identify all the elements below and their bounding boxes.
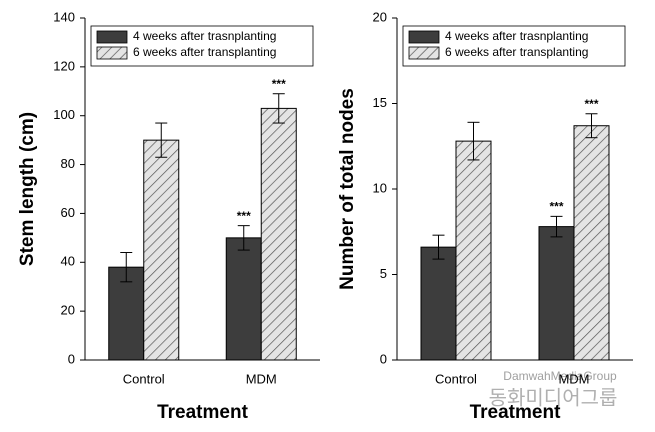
bar [455,140,492,361]
bar [573,125,610,361]
x-tick-label: MDM [558,371,589,386]
y-tick-label: 20 [373,9,387,24]
y-tick-label: 120 [53,58,75,73]
significance-label: *** [549,200,563,214]
error-bar [467,121,480,161]
y-tick-label: 15 [373,95,387,110]
significance-label: *** [272,77,286,91]
legend: 4 weeks after trasnplanting 6 weeks after… [402,25,626,67]
bar [143,139,180,361]
legend-swatch [408,46,440,60]
error-bar [432,234,445,260]
error-bar [155,122,168,158]
x-tick-label: MDM [246,371,277,386]
legend-label: 6 weeks after transplanting [133,45,276,59]
legend-label: 4 weeks after trasnplanting [133,29,276,43]
legend-swatch [408,30,440,44]
error-bar [237,225,250,251]
watermark-korean: 동화미디어그룹 [489,386,618,409]
chart: 0 20 40 60 80 100 120 140 Stem length (cm) Treatm… [17,9,320,423]
x-axis-title: Treatment [470,402,561,423]
legend-box [90,25,314,67]
legend-swatch [96,46,128,60]
y-axis-title: Stem length (cm) [17,112,38,266]
legend-box [402,25,626,67]
y-tick-label: 20 [61,303,75,318]
y-tick-label: 0 [68,351,75,366]
error-bar [550,215,563,238]
bar [108,266,145,361]
error-bar [585,113,598,139]
error-bar [272,93,285,124]
x-axis-title: Treatment [157,402,248,423]
chart: 0 5 10 15 20 Number of total nodes Treatment Co… [337,9,633,423]
significance-label: *** [584,97,598,111]
legend-label: 6 weeks after transplanting [445,45,588,59]
y-tick-label: 10 [373,180,387,195]
significance-label: *** [237,209,251,223]
legend-swatch [96,30,128,44]
watermark-latin: DamwahMediaGroup [503,369,617,383]
y-axis-title: Number of total nodes [337,88,358,290]
bar [225,237,262,361]
legend-label: 4 weeks after trasnplanting [445,29,588,43]
legend: 4 weeks after trasnplanting 6 weeks after… [90,25,314,67]
y-tick-label: 80 [61,156,75,171]
y-tick-label: 60 [61,205,75,220]
y-tick-label: 0 [380,351,387,366]
y-tick-label: 100 [53,107,75,122]
bar [260,107,297,361]
y-tick-label: 140 [53,9,75,24]
y-tick-label: 40 [61,254,75,269]
y-tick-label: 5 [380,266,387,281]
error-bar [120,252,133,283]
bar [538,226,575,361]
x-tick-label: Control [123,371,165,386]
x-tick-label: Control [435,371,477,386]
bar [420,246,457,361]
